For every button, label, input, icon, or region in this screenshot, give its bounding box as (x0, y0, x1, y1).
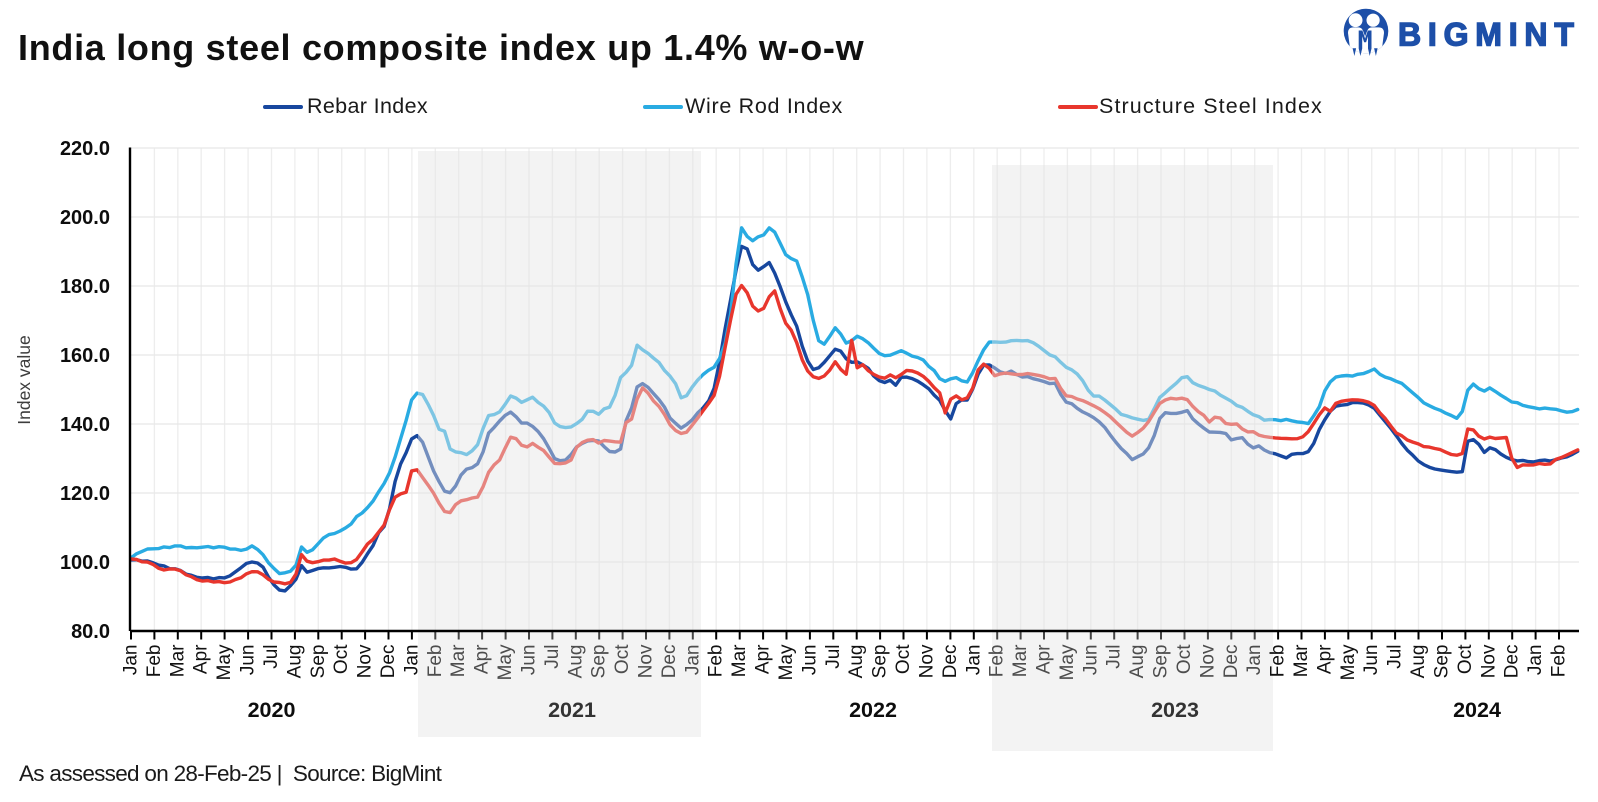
svg-text:Mar: Mar (1291, 644, 1312, 677)
svg-text:Jan: Jan (121, 645, 142, 676)
svg-text:Jul: Jul (1385, 645, 1406, 669)
svg-text:Feb: Feb (425, 645, 446, 678)
svg-text:Jun: Jun (1080, 645, 1101, 676)
svg-text:May: May (1057, 644, 1078, 680)
svg-text:Nov: Nov (355, 644, 376, 678)
svg-text:2022: 2022 (849, 698, 897, 722)
svg-text:Jan: Jan (1244, 645, 1265, 676)
svg-text:160.0: 160.0 (60, 345, 110, 367)
svg-text:Apr: Apr (753, 644, 774, 674)
svg-text:Apr: Apr (1314, 644, 1335, 674)
svg-text:Sep: Sep (589, 645, 610, 679)
svg-text:80.0: 80.0 (71, 621, 110, 643)
svg-text:Nov: Nov (1197, 644, 1218, 678)
svg-text:Jan: Jan (1525, 645, 1546, 676)
svg-text:Oct: Oct (1174, 644, 1195, 674)
svg-text:120.0: 120.0 (60, 483, 110, 505)
svg-text:100.0: 100.0 (60, 552, 110, 574)
svg-text:Aug: Aug (1408, 645, 1429, 679)
svg-text:Jul: Jul (261, 645, 282, 669)
svg-text:Sep: Sep (1151, 645, 1172, 679)
svg-text:Dec: Dec (378, 645, 399, 679)
svg-text:Jul: Jul (542, 645, 563, 669)
svg-text:Jan: Jan (963, 645, 984, 676)
svg-text:220.0: 220.0 (60, 138, 110, 160)
svg-text:140.0: 140.0 (60, 414, 110, 436)
svg-text:2024: 2024 (1453, 698, 1501, 722)
svg-text:Apr: Apr (1034, 644, 1055, 674)
svg-text:Jun: Jun (799, 645, 820, 676)
svg-text:Mar: Mar (1010, 644, 1031, 677)
svg-text:Feb: Feb (1549, 645, 1570, 678)
svg-text:May: May (495, 644, 516, 680)
svg-text:Jul: Jul (823, 645, 844, 669)
svg-text:Dec: Dec (659, 645, 680, 679)
svg-text:Oct: Oct (331, 644, 352, 674)
svg-text:Jan: Jan (682, 645, 703, 676)
svg-text:Jan: Jan (401, 645, 422, 676)
svg-text:Aug: Aug (1127, 645, 1148, 679)
svg-text:Jun: Jun (519, 645, 540, 676)
svg-text:Dec: Dec (1221, 645, 1242, 679)
svg-text:Nov: Nov (1478, 644, 1499, 678)
svg-text:Aug: Aug (565, 645, 586, 679)
svg-text:Sep: Sep (1432, 645, 1453, 679)
svg-text:Aug: Aug (284, 645, 305, 679)
svg-text:Mar: Mar (729, 644, 750, 677)
svg-text:BIGMINT: BIGMINT (1398, 17, 1581, 53)
svg-text:Feb: Feb (706, 645, 727, 678)
svg-text:Mar: Mar (167, 644, 188, 677)
svg-text:Index value: Index value (14, 335, 34, 425)
svg-text:Oct: Oct (893, 644, 914, 674)
svg-text:May: May (776, 644, 797, 680)
svg-text:Jun: Jun (1361, 645, 1382, 676)
svg-text:Feb: Feb (987, 645, 1008, 678)
svg-text:Mar: Mar (448, 644, 469, 677)
svg-text:2021: 2021 (548, 698, 596, 722)
svg-text:Nov: Nov (636, 644, 657, 678)
svg-text:May: May (214, 644, 235, 680)
svg-text:Sep: Sep (308, 645, 329, 679)
svg-text:Nov: Nov (916, 644, 937, 678)
svg-text:200.0: 200.0 (60, 207, 110, 229)
svg-text:Dec: Dec (1502, 645, 1523, 679)
svg-text:Oct: Oct (612, 644, 633, 674)
svg-text:Feb: Feb (144, 645, 165, 678)
svg-text:2020: 2020 (248, 698, 296, 722)
svg-text:Dec: Dec (940, 645, 961, 679)
svg-text:May: May (1338, 644, 1359, 680)
svg-text:Feb: Feb (1268, 645, 1289, 678)
svg-text:Oct: Oct (1455, 644, 1476, 674)
svg-text:2023: 2023 (1151, 698, 1199, 722)
svg-text:Apr: Apr (191, 644, 212, 674)
svg-text:Aug: Aug (846, 645, 867, 679)
svg-text:Jul: Jul (1104, 645, 1125, 669)
svg-text:Sep: Sep (870, 645, 891, 679)
svg-text:180.0: 180.0 (60, 276, 110, 298)
svg-text:Jun: Jun (238, 645, 259, 676)
svg-text:Apr: Apr (472, 644, 493, 674)
